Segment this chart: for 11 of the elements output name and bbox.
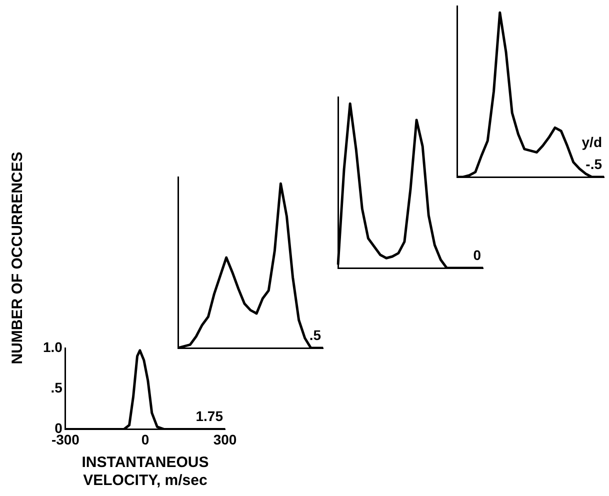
y-tick-label: 1.0	[42, 338, 63, 355]
x-tick-label: 0	[141, 431, 150, 448]
x-tick-label: 300	[213, 431, 237, 448]
annotation: y/d	[582, 134, 602, 150]
annotation: -.5	[586, 156, 602, 172]
annotation: 0	[473, 246, 482, 263]
y-tick-label: .5	[50, 379, 63, 396]
x-axis-title: INSTANTANEOUS VELOCITY, m/sec	[82, 454, 209, 490]
annotation: .5	[309, 326, 322, 343]
y-axis-title: NUMBER OF OCCURRENCES	[9, 152, 26, 364]
annotation: 1.75	[196, 408, 224, 424]
